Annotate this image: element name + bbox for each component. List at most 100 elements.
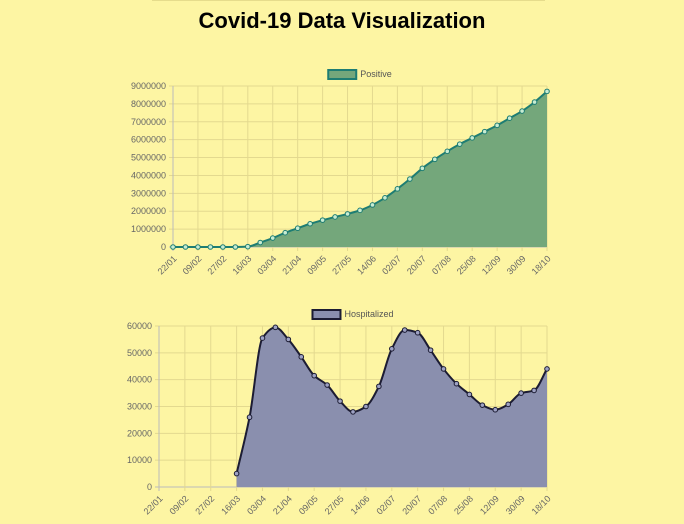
positive-point[interactable]	[531, 99, 538, 105]
page-title: Covid-19 Data Visualization	[198, 8, 486, 33]
positive-point[interactable]	[332, 214, 338, 220]
x-tick-label: 02/07	[374, 494, 397, 517]
positive-point[interactable]	[544, 88, 550, 95]
positive-legend-label: Positive	[360, 69, 392, 79]
positive-point[interactable]	[357, 207, 363, 214]
positive-point[interactable]	[282, 229, 289, 236]
hospitalized-chart: Hospitalized 0 10000 20000 30000 40000 50000 60…	[127, 309, 553, 517]
positive-point[interactable]	[469, 135, 476, 141]
positive-point[interactable]	[257, 239, 264, 246]
positive-point[interactable]	[344, 211, 351, 217]
hospitalized-point[interactable]	[233, 470, 240, 477]
y-tick-label: 1000000	[131, 224, 166, 234]
positive-point[interactable]	[382, 195, 388, 201]
positive-point[interactable]	[319, 217, 326, 223]
x-tick-label: 03/04	[255, 254, 278, 277]
hospitalized-point[interactable]	[298, 354, 305, 360]
hospitalized-point[interactable]	[492, 406, 499, 413]
positive-point[interactable]	[170, 244, 176, 250]
x-tick-label: 02/07	[380, 254, 403, 277]
positive-legend[interactable]: Positive	[327, 69, 392, 80]
hospitalized-point[interactable]	[414, 329, 421, 336]
positive-point[interactable]	[245, 243, 251, 250]
positive-point[interactable]	[519, 108, 525, 114]
positive-point[interactable]	[481, 128, 488, 135]
x-tick-label: 03/04	[245, 494, 268, 517]
positive-point[interactable]	[444, 148, 451, 155]
hospitalized-point[interactable]	[272, 324, 279, 331]
x-tick-label: 27/05	[330, 254, 353, 277]
x-tick-label: 07/08	[426, 494, 449, 517]
x-tick-label: 09/05	[305, 254, 328, 277]
x-tick-label: 09/02	[168, 494, 191, 517]
positive-legend-swatch	[327, 69, 358, 80]
y-tick-label: 7000000	[131, 117, 166, 127]
y-tick-label: 0	[161, 242, 166, 252]
y-tick-label: 30000	[127, 402, 152, 412]
x-tick-label: 22/01	[142, 494, 165, 517]
x-tick-label: 25/08	[452, 494, 475, 517]
positive-area	[173, 91, 547, 247]
hospitalized-point[interactable]	[337, 398, 343, 404]
hospitalized-legend-label: Hospitalized	[344, 309, 393, 319]
x-tick-label: 14/06	[349, 494, 372, 517]
positive-point[interactable]	[419, 165, 426, 172]
x-tick-label: 18/10	[530, 254, 553, 277]
x-tick-label: 20/07	[400, 494, 423, 517]
x-tick-label: 12/09	[478, 494, 501, 517]
positive-point[interactable]	[232, 244, 239, 250]
x-tick-label: 27/02	[193, 494, 216, 517]
positive-point[interactable]	[207, 244, 214, 250]
positive-point[interactable]	[294, 225, 301, 232]
hospitalized-point[interactable]	[324, 382, 330, 388]
y-tick-label: 60000	[127, 321, 152, 331]
positive-point[interactable]	[307, 220, 313, 227]
hospitalized-point[interactable]	[350, 409, 356, 415]
positive-point[interactable]	[269, 235, 276, 241]
y-tick-label: 50000	[127, 348, 152, 358]
hospitalized-point[interactable]	[363, 403, 369, 410]
hospitalized-point[interactable]	[285, 336, 292, 343]
positive-point[interactable]	[369, 202, 376, 208]
hospitalized-point[interactable]	[518, 390, 524, 396]
positive-chart: Positive 0 1000000 2000000 3000000 4000000 500…	[131, 69, 553, 277]
hospitalized-point[interactable]	[259, 335, 266, 341]
x-tick-label: 27/05	[323, 494, 346, 517]
x-tick-label: 16/03	[230, 254, 253, 277]
hospitalized-point[interactable]	[311, 372, 318, 379]
hospitalized-point[interactable]	[389, 346, 395, 352]
x-tick-label: 27/02	[206, 254, 229, 277]
hospitalized-point[interactable]	[376, 383, 382, 390]
hospitalized-point[interactable]	[427, 347, 434, 353]
hospitalized-legend[interactable]: Hospitalized	[311, 309, 394, 320]
positive-point[interactable]	[456, 141, 463, 147]
hospitalized-point[interactable]	[479, 402, 486, 408]
positive-point[interactable]	[195, 244, 201, 250]
x-tick-label: 07/08	[430, 254, 453, 277]
hospitalized-point[interactable]	[505, 401, 512, 408]
positive-point[interactable]	[432, 156, 438, 163]
positive-point[interactable]	[407, 176, 413, 182]
hospitalized-point[interactable]	[466, 391, 473, 398]
y-tick-label: 40000	[127, 375, 152, 385]
positive-point[interactable]	[182, 244, 189, 250]
x-tick-label: 21/04	[271, 494, 294, 517]
positive-point[interactable]	[394, 186, 401, 192]
positive-point[interactable]	[506, 115, 513, 121]
x-tick-label: 16/03	[219, 494, 242, 517]
hospitalized-point[interactable]	[531, 387, 537, 394]
y-tick-label: 20000	[127, 428, 152, 438]
hospitalized-point[interactable]	[440, 366, 447, 372]
y-tick-label: 2000000	[131, 206, 166, 216]
hospitalized-point[interactable]	[453, 380, 460, 387]
positive-point[interactable]	[494, 122, 500, 129]
y-tick-label: 8000000	[131, 99, 166, 109]
hospitalized-point[interactable]	[544, 366, 550, 372]
x-tick-label: 18/10	[530, 494, 553, 517]
positive-point[interactable]	[220, 244, 226, 250]
hospitalized-point[interactable]	[246, 414, 253, 421]
hospitalized-point[interactable]	[401, 327, 408, 333]
y-tick-label: 5000000	[131, 153, 166, 163]
x-tick-label: 09/02	[181, 254, 204, 277]
x-tick-label: 30/09	[505, 254, 528, 277]
